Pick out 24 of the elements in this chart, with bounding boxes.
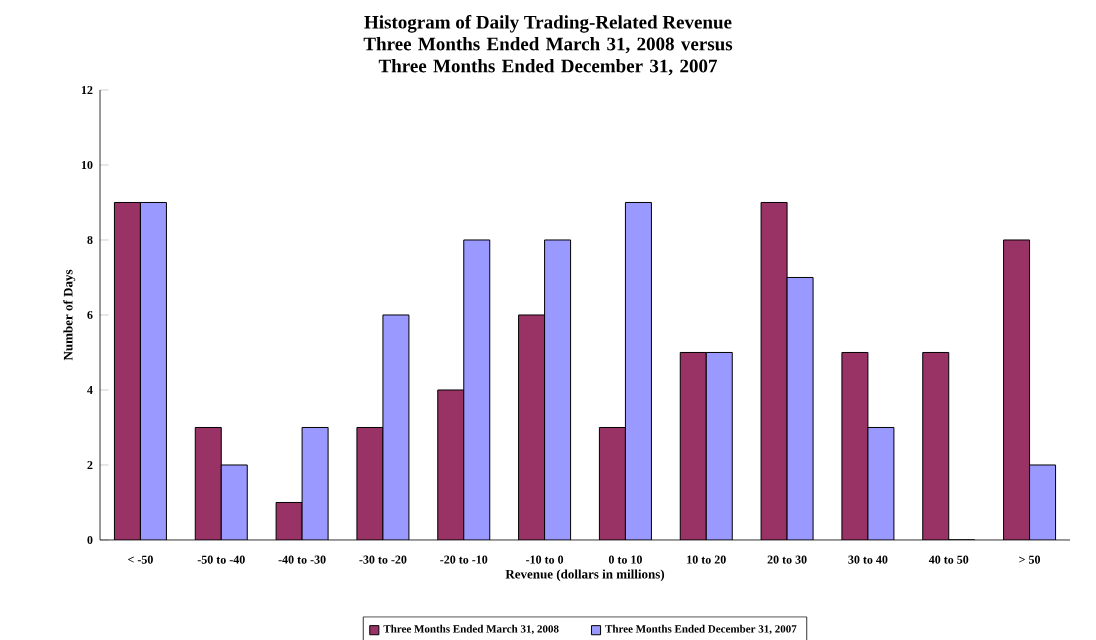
chart-title: Histogram of Daily Trading-Related Revenue	[364, 15, 732, 33]
bar	[1029, 464, 1057, 540]
chart-subtitle: Three Months Ended March 31, 2008 versus Three Months Ended December 31, 2007	[363, 37, 733, 76]
bar	[599, 427, 626, 540]
bar	[437, 389, 464, 540]
bar	[382, 314, 409, 540]
bar	[867, 427, 894, 540]
bar	[518, 314, 545, 540]
bar	[1003, 239, 1031, 540]
bar	[463, 239, 490, 540]
bar	[922, 352, 949, 540]
bar	[114, 202, 141, 540]
bar	[787, 277, 814, 540]
bar	[302, 427, 329, 540]
bar	[140, 202, 167, 540]
bar	[761, 202, 788, 540]
bar	[680, 352, 707, 540]
bar	[356, 427, 383, 540]
bar	[221, 464, 248, 540]
bar	[841, 352, 868, 540]
bar	[625, 202, 652, 540]
bar	[706, 352, 733, 540]
bar	[195, 427, 222, 540]
bar	[544, 239, 571, 540]
